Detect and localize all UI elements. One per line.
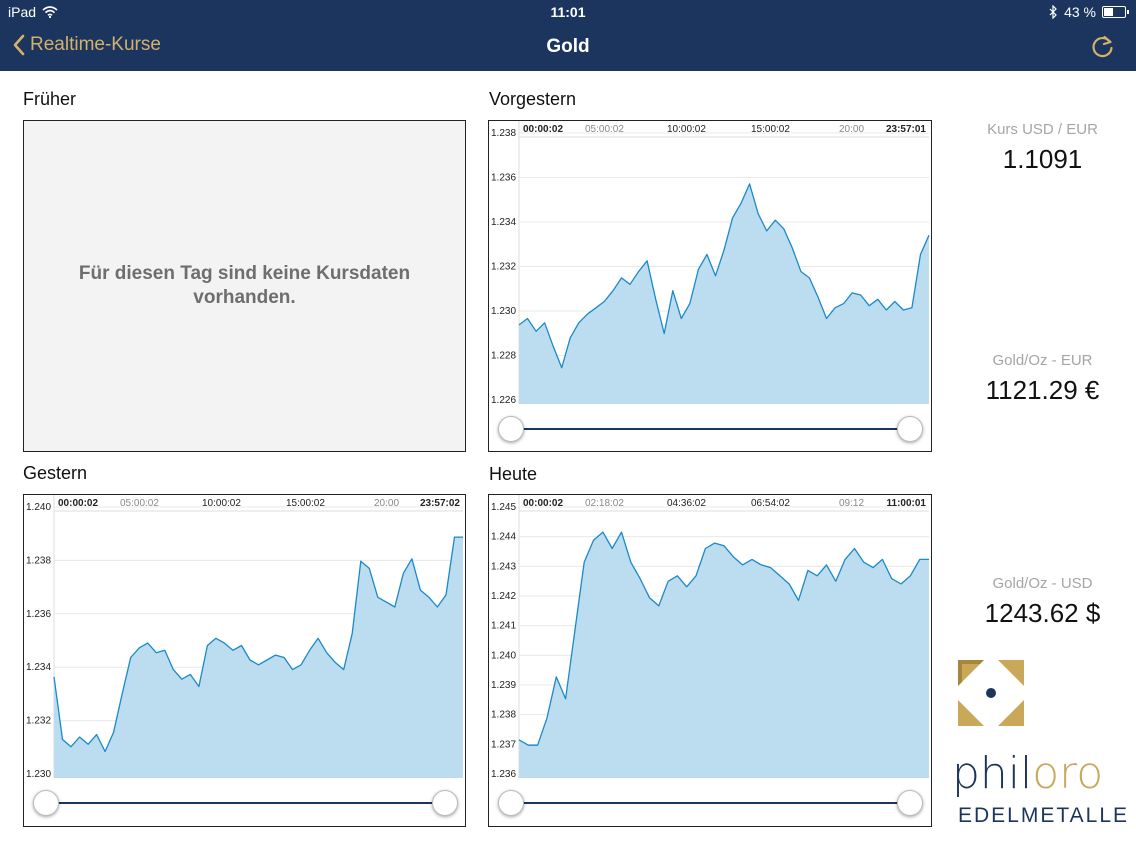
chart-header [519,495,929,511]
y-tick-label: 1.230 [491,306,516,317]
x-tick-label: 09:12 [839,498,864,509]
price-area [519,532,929,778]
y-tick-label: 1.230 [26,769,51,780]
range-slider-end-handle[interactable] [432,790,458,816]
wifi-icon [42,6,58,18]
gold-eur-label: Gold/Oz - EUR [992,352,1093,369]
y-tick-label: 1.238 [491,710,516,721]
y-tick-label: 1.238 [491,128,516,139]
x-tick-label: 04:36:02 [667,498,706,509]
y-tick-label: 1.240 [26,502,51,513]
refresh-icon[interactable] [1090,34,1116,60]
navigation-bar: Realtime-Kurse Gold [0,24,1136,71]
chart-gestern[interactable]: 1.240 1.238 1.236 1.234 1.232 1.230 00:00:02 05… [24,495,465,826]
price-line [53,536,463,753]
x-tick-label: 00:00:02 [58,498,98,509]
chart-panel-gestern[interactable]: 1.240 1.238 1.236 1.234 1.232 1.230 00:00:02 05… [23,494,466,827]
panel-title-frueher: Früher [23,89,77,109]
y-tick-label: 1.239 [491,680,516,691]
y-tick-label: 1.238 [26,555,51,566]
y-tick-label: 1.226 [491,395,516,406]
price-area [519,183,929,404]
philoro-subtitle: EDELMETALLE [958,804,1129,827]
panel-title-vorgestern: Vorgestern [489,89,577,109]
panel-frueher-empty: Für diesen Tag sind keine Kursdaten vorh… [23,120,466,452]
y-tick-label: 1.245 [491,502,516,513]
range-slider-end-handle[interactable] [897,416,923,442]
chart-panel-vorgestern[interactable]: 1.238 1.236 1.234 1.232 1.230 1.228 1.226 00:00… [488,120,932,452]
y-tick-label: 1.243 [491,561,516,572]
x-tick-label: 23:57:01 [886,124,926,135]
range-slider-end-handle[interactable] [897,790,923,816]
y-tick-label: 1.236 [491,173,516,184]
empty-message-line2: vorhanden. [193,287,296,308]
x-tick-label: 15:00:02 [751,124,790,135]
x-tick-label: 15:00:02 [286,498,325,509]
x-tick-label: 02:18:02 [585,498,624,509]
empty-message-line1: Für diesen Tag sind keine Kursdaten [78,263,411,284]
price-line [518,183,930,369]
range-slider-track[interactable] [511,802,909,804]
y-tick-label: 1.232 [491,262,516,273]
exchange-rate-value: 1.1091 [1002,144,1083,174]
x-tick-label: 20:00 [839,124,864,135]
price-area [54,537,463,778]
philoro-logo-mark [958,660,1024,726]
price-line [518,531,929,746]
y-tick-label: 1.236 [491,769,516,780]
battery-icon [1102,6,1129,18]
chart-panel-heute[interactable]: 1.245 1.244 1.243 1.242 1.241 1.240 1.239 1.238… [488,494,932,827]
gold-eur-value: 1121.29 € [985,375,1100,405]
range-slider-start-handle[interactable] [33,790,59,816]
page-title: Gold [546,36,590,57]
chart-header [519,121,929,137]
x-tick-label: 05:00:02 [585,124,624,135]
range-slider-start-handle[interactable] [498,790,524,816]
x-tick-label: 23:57:02 [420,498,460,509]
y-tick-label: 1.241 [491,621,516,632]
status-bar: iPad 11:01 43 % [0,0,1136,24]
x-tick-label: 20:00 [374,498,399,509]
device-label: iPad [8,4,37,20]
panel-title-heute: Heute [489,464,538,484]
y-tick-label: 1.242 [491,591,516,602]
x-tick-label: 10:00:02 [667,124,706,135]
y-tick-label: 1.244 [491,532,516,543]
chart-header [54,495,463,511]
y-tick-label: 1.232 [26,716,51,727]
y-tick-label: 1.236 [26,609,51,620]
y-tick-label: 1.234 [26,662,51,673]
y-tick-label: 1.240 [491,650,516,661]
gold-usd-value: 1243.62 $ [984,598,1101,628]
range-slider-track[interactable] [511,428,909,430]
range-slider-track[interactable] [46,802,444,804]
status-time: 11:01 [550,4,586,20]
gold-usd-label: Gold/Oz - USD [992,575,1093,592]
wordmark-part1: phil [952,748,1033,799]
x-tick-label: 00:00:02 [523,124,563,135]
x-tick-label: 05:00:02 [120,498,159,509]
back-button[interactable]: Realtime-Kurse [12,34,161,56]
y-tick-label: 1.228 [491,351,516,362]
x-tick-label: 10:00:02 [202,498,241,509]
x-tick-label: 11:00:01 [887,498,927,509]
y-tick-label: 1.237 [491,739,516,750]
battery-percent: 43 % [1064,4,1096,20]
chart-heute[interactable]: 1.245 1.244 1.243 1.242 1.241 1.240 1.239 1.238… [489,495,931,826]
philoro-wordmark: philoro [952,748,1103,799]
y-tick-label: 1.234 [491,217,516,228]
chevron-left-icon [13,34,25,56]
bluetooth-icon [1049,5,1057,19]
x-tick-label: 06:54:02 [751,498,790,509]
range-slider-start-handle[interactable] [498,416,524,442]
back-button-label: Realtime-Kurse [30,34,161,55]
panel-title-gestern: Gestern [23,463,88,483]
exchange-rate-label: Kurs USD / EUR [987,121,1098,138]
wordmark-part2: oro [1032,748,1104,799]
chart-vorgestern[interactable]: 1.238 1.236 1.234 1.232 1.230 1.228 1.226 00:00… [489,121,931,451]
x-tick-label: 00:00:02 [523,498,563,509]
